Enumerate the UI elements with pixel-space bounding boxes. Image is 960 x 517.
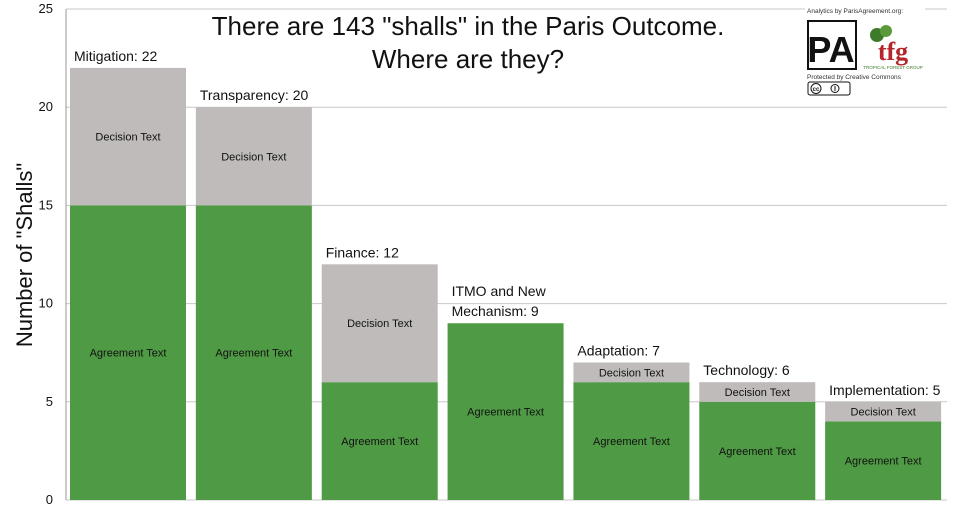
logo-block: Analytics by ParisAgreement.org: PA tfg … xyxy=(805,5,925,100)
bar-segment xyxy=(699,401,816,500)
segment-label: Decision Text xyxy=(95,132,160,144)
y-tick-label: 0 xyxy=(46,492,53,507)
y-axis-ticks: 0 5 10 15 20 25 xyxy=(39,1,53,507)
segment-label: Agreement Text xyxy=(719,446,796,458)
segment-label: Agreement Text xyxy=(90,348,167,360)
bar-segment xyxy=(825,401,942,422)
bar-segment xyxy=(447,323,564,500)
bar-segment xyxy=(825,421,942,500)
bars xyxy=(70,67,942,500)
y-tick-label: 25 xyxy=(39,1,53,16)
bar-segment xyxy=(321,382,438,500)
bar-segment xyxy=(195,205,312,500)
segment-label: Decision Text xyxy=(599,367,664,379)
y-tick-label: 20 xyxy=(39,99,53,114)
category-label: Mitigation: 22 xyxy=(74,48,157,64)
svg-text:TROPICAL FOREST GROUP: TROPICAL FOREST GROUP xyxy=(863,65,923,70)
segment-label: Agreement Text xyxy=(593,436,670,448)
bar-segment xyxy=(573,382,690,500)
bar-segment xyxy=(70,205,186,500)
bar-segment xyxy=(321,264,438,383)
segment-label: Agreement Text xyxy=(215,348,292,360)
category-label: Adaptation: 7 xyxy=(577,343,660,359)
chart-title-line-1: There are 143 "shalls" in the Paris Outc… xyxy=(212,11,725,41)
tropical-forest-group-logo-icon: tfg TROPICAL FOREST GROUP xyxy=(863,25,923,70)
svg-text:tfg: tfg xyxy=(878,37,908,66)
segment-label: Decision Text xyxy=(851,407,916,419)
y-tick-label: 10 xyxy=(39,296,53,311)
svg-text:PA: PA xyxy=(807,29,854,70)
creative-commons-badge-icon: cc xyxy=(807,81,851,96)
category-label: Finance: 12 xyxy=(326,244,399,260)
bar-segment xyxy=(195,107,312,206)
segment-label: Decision Text xyxy=(725,387,790,399)
y-axis-label: Number of "Shalls" xyxy=(12,163,37,347)
category-label: Implementation: 5 xyxy=(829,382,940,398)
category-label: Mechanism: 9 xyxy=(452,303,539,319)
creative-commons-text: Protected by Creative Commons xyxy=(807,74,902,81)
bar-segment xyxy=(70,67,186,206)
segment-label: Decision Text xyxy=(221,151,286,163)
segment-label: Agreement Text xyxy=(467,407,544,419)
svg-text:cc: cc xyxy=(813,87,820,93)
bar-segment xyxy=(699,382,816,402)
y-tick-label: 15 xyxy=(39,197,53,212)
bar-labels: Agreement Text Decision Text Mitigation: 2… xyxy=(74,48,941,468)
category-label: ITMO and New xyxy=(452,283,547,299)
paris-agreement-logo-icon: PA xyxy=(807,20,857,70)
segment-label: Decision Text xyxy=(347,318,412,330)
segment-label: Agreement Text xyxy=(341,436,418,448)
chart-title-line-2: Where are they? xyxy=(372,44,564,74)
category-label: Transparency: 20 xyxy=(200,87,309,103)
analytics-text: Analytics by ParisAgreement.org: xyxy=(807,8,903,15)
category-label: Technology: 6 xyxy=(703,362,790,378)
y-tick-label: 5 xyxy=(46,394,53,409)
segment-label: Agreement Text xyxy=(845,456,922,468)
bar-segment xyxy=(573,362,690,383)
